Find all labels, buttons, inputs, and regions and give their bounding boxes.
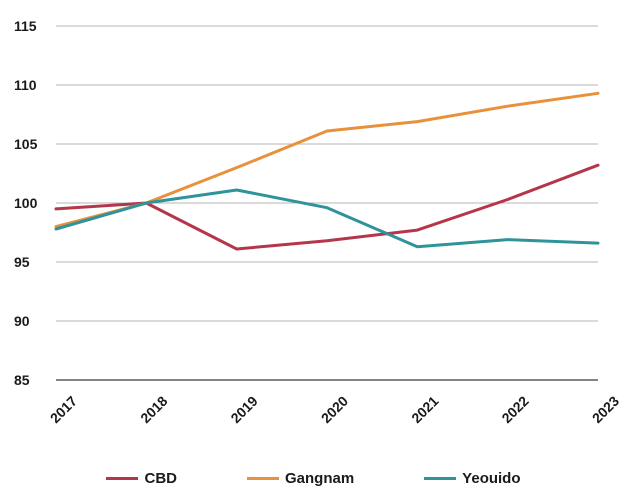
x-tick-label: 2018	[137, 393, 170, 426]
series-line-yeouido	[54, 188, 600, 249]
legend-swatch-cbd	[106, 476, 139, 480]
y-tick-label: 95	[14, 254, 30, 270]
x-axis-ticks: 2017 2018 2019 2020 2021 2022 2023	[47, 393, 622, 426]
x-tick-label: 2021	[408, 393, 441, 426]
y-tick-label: 105	[14, 136, 38, 152]
legend-item-yeouido: Yeouido	[424, 466, 521, 490]
legend-item-gangnam: Gangnam	[246, 466, 355, 490]
y-axis-ticks: 85 90 95 100 105 110 115	[14, 18, 38, 388]
legend-swatch-gangnam	[246, 476, 279, 480]
legend-item-cbd: CBD	[106, 466, 177, 490]
x-tick-label: 2017	[47, 393, 80, 426]
y-tick-label: 85	[14, 372, 30, 388]
series-lines	[54, 91, 600, 251]
x-tick-label: 2019	[227, 393, 260, 426]
y-tick-label: 90	[14, 313, 30, 329]
x-tick-label: 2020	[318, 393, 351, 426]
y-tick-label: 100	[14, 195, 38, 211]
y-tick-label: 115	[14, 18, 37, 34]
legend-label-yeouido: Yeouido	[462, 469, 521, 487]
legend-label-gangnam: Gangnam	[284, 469, 355, 487]
legend: CBD Gangnam Yeouido	[0, 466, 627, 490]
x-tick-label: 2022	[498, 393, 531, 426]
legend-swatch-yeouido	[424, 476, 457, 480]
legend-label-cbd: CBD	[144, 469, 177, 487]
x-tick-label: 2023	[589, 393, 622, 426]
y-tick-label: 110	[14, 77, 37, 93]
